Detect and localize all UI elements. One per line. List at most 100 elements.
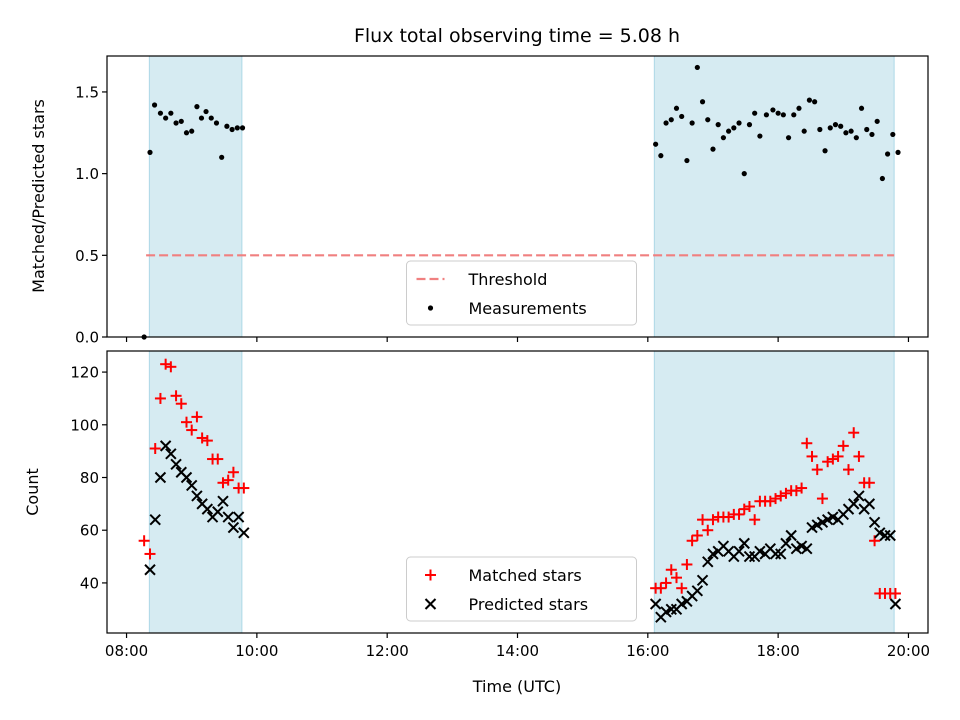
matched-star-marker <box>201 435 213 447</box>
predicted-star-marker-stroke <box>191 490 203 502</box>
predicted-star-marker <box>691 585 704 597</box>
predicted-star-marker <box>191 490 203 502</box>
predicted-star-marker-stroke <box>754 545 766 558</box>
predicted-star-marker-stroke <box>889 598 902 610</box>
bottom-y-tick-label: 60 <box>80 522 99 540</box>
predicted-star-marker-stroke <box>785 529 797 542</box>
predicted-star-marker-stroke <box>848 498 860 510</box>
bottom-y-tick-label: 40 <box>80 574 99 592</box>
matched-star-marker <box>889 587 901 599</box>
matched-star-marker <box>749 514 761 526</box>
predicted-star-marker-stroke <box>149 513 161 526</box>
matched-star-marker <box>154 392 166 404</box>
measurement-point <box>780 112 786 118</box>
matched-star-marker <box>655 582 667 594</box>
predicted-star-marker <box>848 498 860 510</box>
matched-star-marker <box>186 424 198 436</box>
measurement-point <box>895 149 901 155</box>
predicted-star-marker <box>884 529 896 542</box>
predicted-star-marker-stroke <box>738 537 750 550</box>
top-y-tick-label: 0.0 <box>75 329 99 347</box>
matched-star-marker <box>837 440 849 452</box>
predicted-star-marker-stroke <box>696 574 709 586</box>
predicted-star-marker <box>649 598 662 610</box>
matched-star-marker <box>843 464 855 476</box>
predicted-star-marker <box>780 537 792 550</box>
measurement-point <box>848 128 854 134</box>
matched-star-marker <box>775 490 787 502</box>
measurement-point <box>694 64 700 71</box>
predicted-star-marker <box>222 511 234 523</box>
matched-star-marker <box>222 474 234 486</box>
predicted-star-marker-stroke <box>874 527 886 539</box>
measurement-point <box>668 117 674 123</box>
top-legend: Threshold Measurements <box>406 260 637 326</box>
predicted-star-marker-stroke <box>868 516 881 529</box>
matched-star-marker <box>665 564 677 576</box>
matched-star-marker <box>743 500 755 512</box>
matched-star-marker <box>144 548 156 560</box>
measurement-point <box>864 126 870 133</box>
matched-star-marker <box>738 503 750 515</box>
x-tick-label: 14:00 <box>496 642 539 660</box>
matched-star-marker <box>165 361 177 373</box>
measurement-point <box>653 141 659 147</box>
measurement-point <box>213 120 220 126</box>
predicted-star-marker-stroke <box>780 537 792 550</box>
matched-star-marker <box>764 495 776 507</box>
measurement-point <box>806 97 813 103</box>
predicted-star-marker-stroke <box>238 527 250 539</box>
matched-star-marker <box>217 477 229 489</box>
predicted-star-marker-stroke <box>722 545 735 558</box>
bottom-y-tick-label: 100 <box>70 416 99 434</box>
x-tick-label: 18:00 <box>757 642 800 660</box>
predicted-star-marker-stroke <box>170 458 182 471</box>
measurement-point <box>752 110 758 116</box>
predicted-star-marker <box>863 498 876 510</box>
matched-star-marker <box>686 535 698 547</box>
measurement-point <box>219 154 225 160</box>
matched-star-marker <box>723 511 735 523</box>
legend-measurements-swatch <box>427 305 434 311</box>
matched-star-marker <box>212 453 224 465</box>
measurement-point <box>796 105 802 111</box>
predicted-star-marker <box>769 548 782 560</box>
measurement-point <box>679 113 685 120</box>
predicted-star-marker-stroke <box>743 550 756 563</box>
measurement-point <box>658 153 664 159</box>
predicted-star-marker <box>702 556 714 568</box>
matched-star-marker <box>191 411 203 423</box>
matched-star-marker <box>733 508 745 520</box>
predicted-star-marker-stroke <box>212 506 224 518</box>
matched-star-marker <box>196 432 208 444</box>
predicted-star-marker-stroke <box>665 603 677 615</box>
x-axis-label: Time (UTC) <box>472 677 561 696</box>
predicted-star-marker <box>154 471 167 484</box>
top-shaded-interval-0 <box>149 56 242 337</box>
x-tick-label: 12:00 <box>366 642 409 660</box>
predicted-star-marker-stroke <box>691 585 704 597</box>
top-panel: 0.0 0.5 1.0 1.5 Threshold Measurements <box>75 55 929 347</box>
bottom-panel: 40 60 80 100 120 08:00 10:00 12:00 14:00 16:00 18:… <box>70 350 930 660</box>
measurement-point <box>832 122 839 128</box>
matched-star-marker <box>149 443 161 455</box>
measurement-point <box>801 128 807 134</box>
matched-star-marker <box>770 493 782 505</box>
predicted-star-marker <box>743 550 756 563</box>
top-legend-box <box>406 260 637 326</box>
matched-star-marker <box>863 477 875 489</box>
predicted-star-marker-stroke <box>717 540 730 552</box>
matched-star-marker <box>806 450 818 462</box>
predicted-star-marker <box>853 490 865 502</box>
predicted-star-marker <box>180 471 193 484</box>
bottom-legend: Matched stars Predicted stars <box>406 556 637 622</box>
matched-star-marker <box>822 456 834 468</box>
predicted-star-marker-stroke <box>775 548 787 560</box>
matched-star-marker <box>811 464 823 476</box>
predicted-star-marker <box>212 506 224 518</box>
predicted-star-marker-stroke <box>180 471 193 484</box>
measurement-point <box>731 125 737 131</box>
matched-star-marker <box>796 482 808 494</box>
measurement-point <box>710 146 716 152</box>
